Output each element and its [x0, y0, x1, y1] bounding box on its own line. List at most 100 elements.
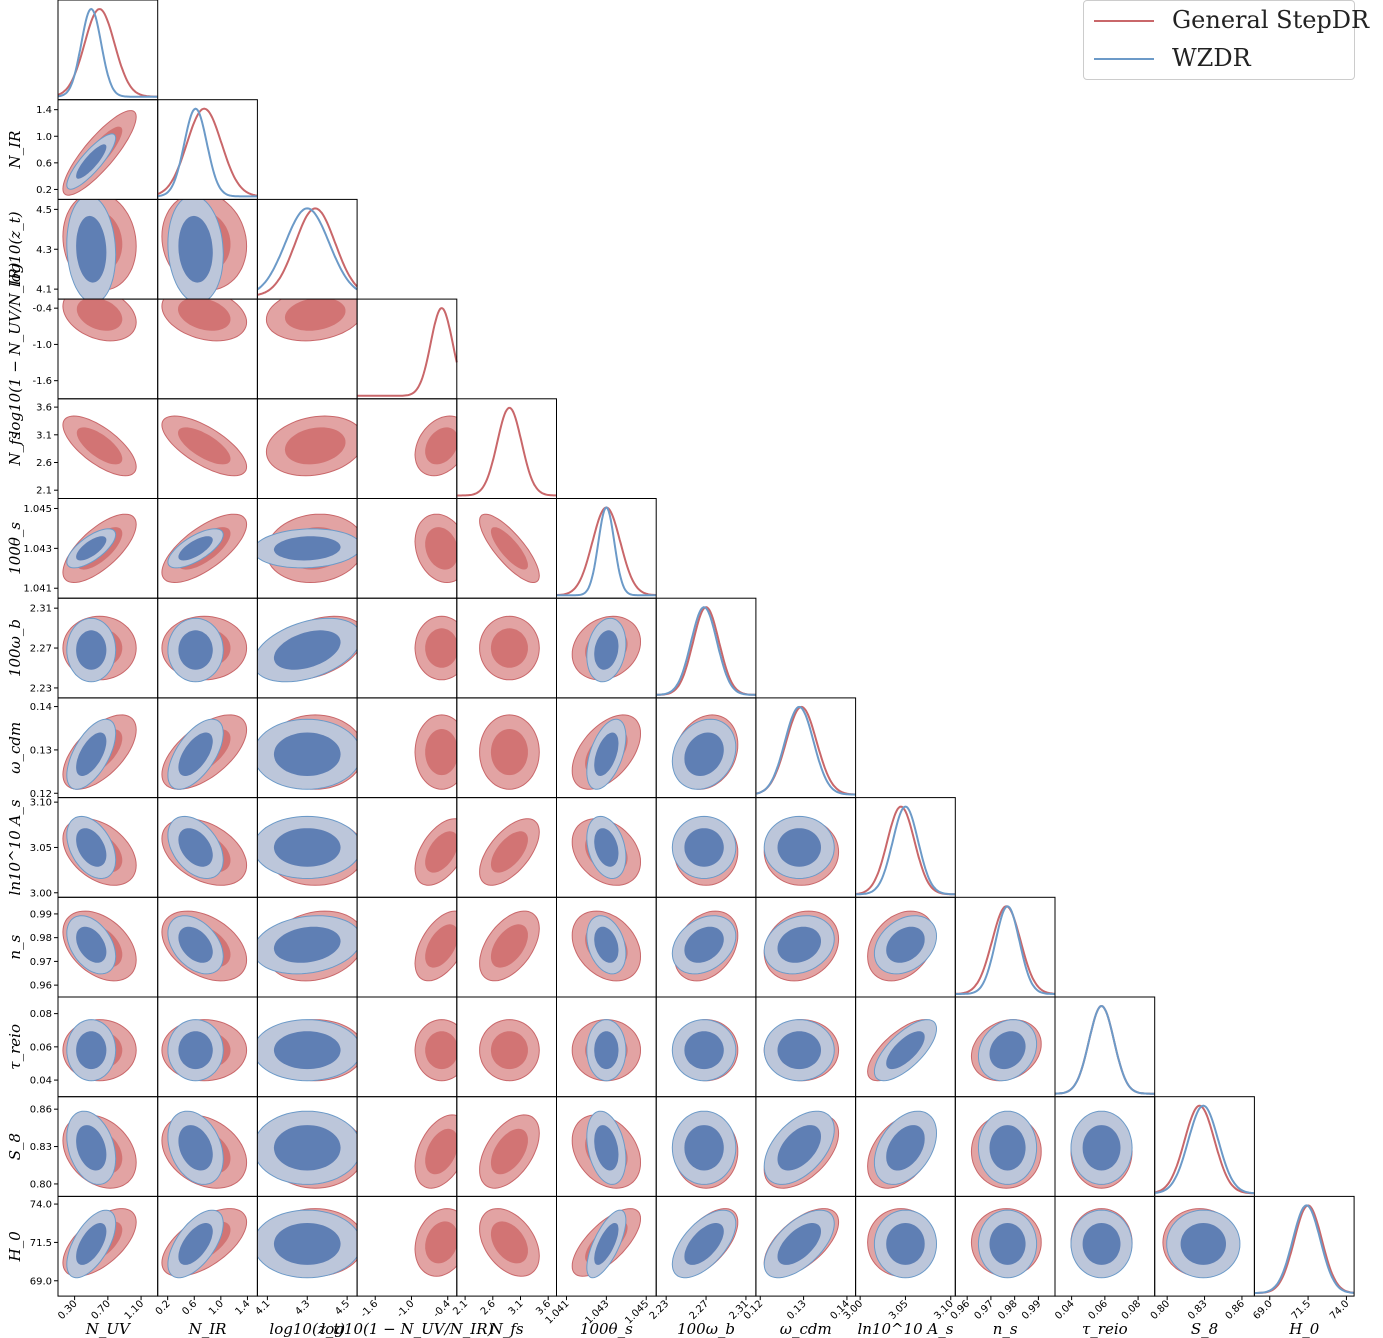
ylabel-6: 100ω_b — [6, 619, 24, 677]
xtick-label-1-2: 1.0 — [207, 1298, 226, 1317]
panel-10-3 — [414, 1019, 457, 1082]
contour-wzdr-68-12-0 — [76, 1223, 107, 1265]
pdf-wzdr-9 — [955, 905, 1055, 995]
ytick-label-2-0: 4.1 — [36, 285, 52, 296]
ytick-label-5-0: 1.041 — [23, 584, 52, 595]
xlabel-5: 100θ_s — [580, 1320, 633, 1338]
xlabel-9: n_s — [993, 1320, 1018, 1338]
xtick-label-3-1: -1.0 — [395, 1298, 417, 1320]
contour-wzdr-68-7-5 — [594, 732, 619, 776]
pdf-stepdr-8 — [855, 805, 956, 896]
panel-7-4 — [479, 714, 540, 790]
panel-8-6 — [671, 815, 739, 886]
xtick-label-4-0: 2.1 — [451, 1298, 470, 1317]
panel-frame-0-0 — [57, 0, 159, 101]
contour-wzdr-68-9-1 — [178, 926, 213, 963]
xtick-label-0-0: 0.30 — [56, 1298, 80, 1322]
contour-wzdr-68-7-2 — [273, 732, 341, 776]
contour-wzdr-68-5-2 — [273, 536, 341, 561]
xtick-label-9-0: 0.96 — [949, 1298, 973, 1322]
contour-wzdr-68-11-6 — [684, 1125, 724, 1171]
contour-wzdr-68-11-5 — [594, 1125, 619, 1171]
panel-4-3 — [414, 415, 457, 477]
panel-9-5 — [571, 910, 642, 982]
panel-frame-4-4 — [456, 398, 557, 499]
ytick-label-9-2: 0.98 — [30, 933, 52, 944]
contour-stepdr-68-10-4 — [490, 1031, 528, 1070]
contour-stepdr-68-4-0 — [76, 427, 123, 465]
panel-7-3 — [414, 714, 457, 790]
xtick-label-1-3: 1.4 — [234, 1298, 253, 1317]
pdf-stepdr-12 — [1254, 1204, 1355, 1295]
xtick-label-1-1: 0.6 — [180, 1298, 199, 1317]
contour-stepdr-68-12-3 — [425, 1221, 457, 1264]
contour-wzdr-68-11-8 — [886, 1125, 925, 1171]
contour-wzdr-68-9-0 — [76, 926, 107, 963]
panel-9-3 — [414, 910, 457, 982]
panel-9-0 — [62, 910, 137, 982]
panel-4-0 — [62, 415, 137, 477]
panel-9-1 — [161, 910, 248, 982]
pdf-wzdr-10 — [1055, 1004, 1155, 1095]
panel-11-1 — [161, 1110, 248, 1189]
xlabel-2: log10(z_t) — [269, 1320, 345, 1338]
contour-wzdr-68-10-7 — [777, 1031, 821, 1070]
panel-3-2 — [265, 299, 358, 342]
panel-10-9 — [970, 1019, 1042, 1082]
panel-10-0 — [62, 1019, 137, 1082]
panel-7-5 — [571, 714, 642, 790]
ytick-label-7-0: 0.12 — [30, 789, 52, 800]
pdf-stepdr-3 — [357, 307, 458, 397]
ytick-label-6-0: 2.23 — [30, 683, 52, 694]
xtick-label-0-2: 1.10 — [123, 1298, 147, 1322]
xlabel-12: H_0 — [1288, 1320, 1320, 1338]
contour-wzdr-68-11-10 — [1082, 1125, 1121, 1171]
ytick-label-9-3: 0.99 — [30, 909, 52, 920]
contour-stepdr-68-6-4 — [490, 628, 528, 668]
ytick-label-1-1: 0.6 — [36, 158, 52, 169]
contour-stepdr-68-7-4 — [490, 729, 528, 776]
contour-wzdr-68-12-8 — [886, 1223, 925, 1265]
panel-1-0 — [62, 110, 137, 196]
ytick-label-10-0: 0.04 — [30, 1076, 52, 1087]
xtick-label-6-0: 2.23 — [648, 1298, 672, 1322]
contour-wzdr-68-2-1 — [178, 215, 213, 283]
ytick-label-7-2: 0.14 — [30, 702, 52, 713]
panel-6-4 — [479, 615, 540, 681]
panel-8-7 — [763, 815, 840, 886]
panel-4-2 — [265, 415, 358, 477]
panel-9-8 — [867, 910, 938, 982]
panel-5-1 — [161, 513, 248, 584]
panel-6-2 — [257, 615, 358, 683]
contour-wzdr-68-1-0 — [76, 144, 107, 179]
contour-stepdr-68-8-4 — [490, 831, 528, 873]
contour-wzdr-68-9-7 — [777, 926, 821, 963]
contour-wzdr-68-10-8 — [886, 1031, 925, 1070]
pdf-stepdr-5 — [556, 506, 657, 597]
ylabel-11: S_8 — [6, 1133, 24, 1160]
panel-8-5 — [571, 815, 642, 886]
panel-7-0 — [62, 714, 137, 790]
pdf-stepdr-6 — [656, 606, 756, 696]
contour-wzdr-68-12-9 — [989, 1223, 1026, 1265]
ytick-label-6-1: 2.27 — [30, 644, 52, 655]
contour-wzdr-68-7-0 — [76, 732, 107, 776]
pdf-wzdr-2 — [256, 207, 358, 291]
panel-12-8 — [867, 1208, 938, 1279]
ytick-label-10-1: 0.06 — [30, 1042, 52, 1053]
xtick-label-2-0: 4.1 — [253, 1298, 272, 1317]
panel-12-10 — [1070, 1208, 1133, 1279]
ytick-label-8-1: 3.05 — [30, 843, 52, 854]
contour-stepdr-68-5-3 — [425, 527, 457, 570]
xtick-label-11-2: 0.86 — [1224, 1298, 1248, 1322]
ylabel-5: 100θ_s — [6, 522, 24, 575]
ylabel-9: n_s — [6, 934, 24, 959]
legend-label-wzdr: WZDR — [1172, 44, 1251, 72]
xlabel-1: N_IR — [188, 1320, 227, 1338]
contour-wzdr-68-8-0 — [76, 828, 107, 867]
ylabel-10: τ_reio — [6, 1024, 24, 1070]
pdf-wzdr-6 — [656, 606, 756, 696]
xtick-label-12-0: 69.0 — [1251, 1298, 1275, 1322]
panel-12-5 — [571, 1208, 642, 1279]
